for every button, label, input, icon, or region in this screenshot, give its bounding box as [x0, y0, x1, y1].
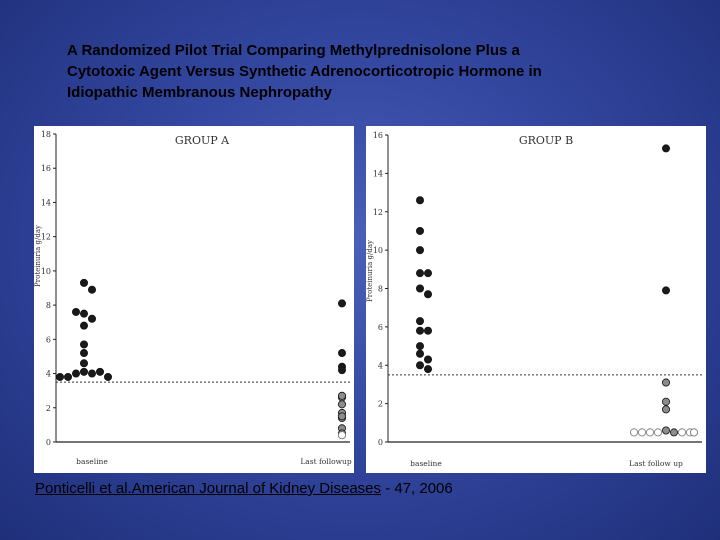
- data-point-black: [55, 372, 64, 381]
- data-point-black: [80, 278, 89, 287]
- data-point-black: [416, 361, 425, 370]
- y-tick-label: 10: [41, 267, 51, 276]
- data-point-black: [661, 144, 670, 153]
- y-tick-label: 10: [373, 246, 383, 255]
- y-tick-label: 0: [46, 438, 51, 447]
- data-point-black: [424, 365, 433, 374]
- y-tick-label: 12: [41, 233, 51, 242]
- data-point-black: [80, 359, 89, 368]
- data-point-black: [80, 367, 89, 376]
- x-category-label: baseline: [410, 459, 442, 468]
- y-tick-label: 4: [46, 370, 51, 379]
- data-point-black: [661, 286, 670, 295]
- title-line-2: Cytotoxic Agent Versus Synthetic Adrenoc…: [67, 63, 542, 80]
- data-point-black: [63, 372, 72, 381]
- citation-volume: - 47, 2006: [381, 480, 453, 497]
- y-tick-label: 12: [373, 208, 383, 217]
- data-point-black: [416, 326, 425, 335]
- data-point-black: [424, 290, 433, 299]
- x-category-label: Last follow up: [629, 459, 683, 468]
- data-point-black: [80, 309, 89, 318]
- data-point-black: [416, 317, 425, 326]
- data-point-gray: [661, 405, 670, 414]
- data-point-black: [424, 269, 433, 278]
- y-tick-label: 8: [46, 301, 51, 310]
- data-point-open: [645, 428, 654, 437]
- y-tick-label: 18: [41, 130, 51, 139]
- title-line-1: A Randomized Pilot Trial Comparing Methy…: [67, 42, 520, 59]
- data-point-open: [689, 428, 698, 437]
- data-point-gray: [337, 400, 346, 409]
- slide-title: A Randomized Pilot Trial Comparing Methy…: [67, 40, 687, 103]
- data-point-open: [337, 431, 346, 440]
- y-tick-label: 6: [378, 323, 383, 332]
- data-point-black: [337, 366, 346, 375]
- data-point-black: [416, 196, 425, 205]
- y-axis-label: Proteinuria g/day: [366, 240, 374, 302]
- y-tick-label: 0: [378, 438, 383, 447]
- data-point-black: [416, 349, 425, 358]
- data-point-black: [424, 326, 433, 335]
- y-tick-label: 14: [373, 169, 383, 178]
- y-axis-label: Proteinuria g/day: [34, 225, 42, 287]
- data-point-black: [416, 342, 425, 351]
- x-category-label: Last followup: [300, 457, 352, 466]
- data-point-black: [416, 284, 425, 293]
- chart-title: GROUP B: [519, 134, 573, 147]
- data-point-gray: [669, 428, 678, 437]
- citation-reference-link[interactable]: Ponticelli et al.American Journal of Kid…: [35, 480, 382, 497]
- y-tick-label: 14: [41, 198, 51, 207]
- data-point-gray: [661, 378, 670, 387]
- chart-group-b: 0 2 4 6 8 10 12 14 16 GROUP B Proteinuria g/day bas…: [366, 131, 702, 468]
- y-tick-label: 16: [373, 131, 383, 140]
- data-point-black: [72, 307, 81, 316]
- chart-title: GROUP A: [175, 134, 230, 147]
- data-point-black: [416, 226, 425, 235]
- y-tick-label: 16: [41, 164, 51, 173]
- y-tick-label: 2: [46, 404, 51, 413]
- data-point-open: [677, 428, 686, 437]
- chart-panel-group-b: 0 2 4 6 8 10 12 14 16 GROUP B Proteinuria g/day bas…: [366, 126, 706, 473]
- data-point-black: [88, 314, 97, 323]
- data-point-gray: [337, 412, 346, 421]
- chart-group-a: 0 2 4 6 8 10 12 14 16 18 GROUP A Proteinuria g/day b…: [34, 130, 352, 466]
- data-point-black: [337, 349, 346, 358]
- data-point-open: [637, 428, 646, 437]
- data-point-black: [416, 269, 425, 278]
- data-point-black: [80, 321, 89, 330]
- data-point-gray: [337, 391, 346, 400]
- y-tick-label: 8: [378, 285, 383, 294]
- citation: Ponticelli et al.American Journal of Kid…: [35, 480, 453, 497]
- y-tick-label: 4: [378, 361, 383, 370]
- data-point-black: [80, 340, 89, 349]
- data-point-black: [416, 246, 425, 255]
- y-tick-label: 2: [378, 400, 383, 409]
- data-point-black: [88, 285, 97, 294]
- chart-panel-group-a: 0 2 4 6 8 10 12 14 16 18 GROUP A Proteinuria g/day b…: [34, 126, 354, 473]
- y-tick-label: 6: [46, 335, 51, 344]
- data-point-gray: [661, 397, 670, 406]
- data-point-black: [337, 299, 346, 308]
- x-category-label: baseline: [76, 457, 108, 466]
- data-point-black: [88, 369, 97, 378]
- data-point-open: [653, 428, 662, 437]
- data-point-black: [424, 355, 433, 364]
- title-line-3: Idiopathic Membranous Nephropathy: [67, 84, 333, 101]
- data-point-black: [72, 369, 81, 378]
- data-point-black: [104, 372, 113, 381]
- data-point-black: [96, 367, 105, 376]
- data-point-gray: [661, 426, 670, 435]
- data-point-open: [629, 428, 638, 437]
- data-point-black: [80, 349, 89, 358]
